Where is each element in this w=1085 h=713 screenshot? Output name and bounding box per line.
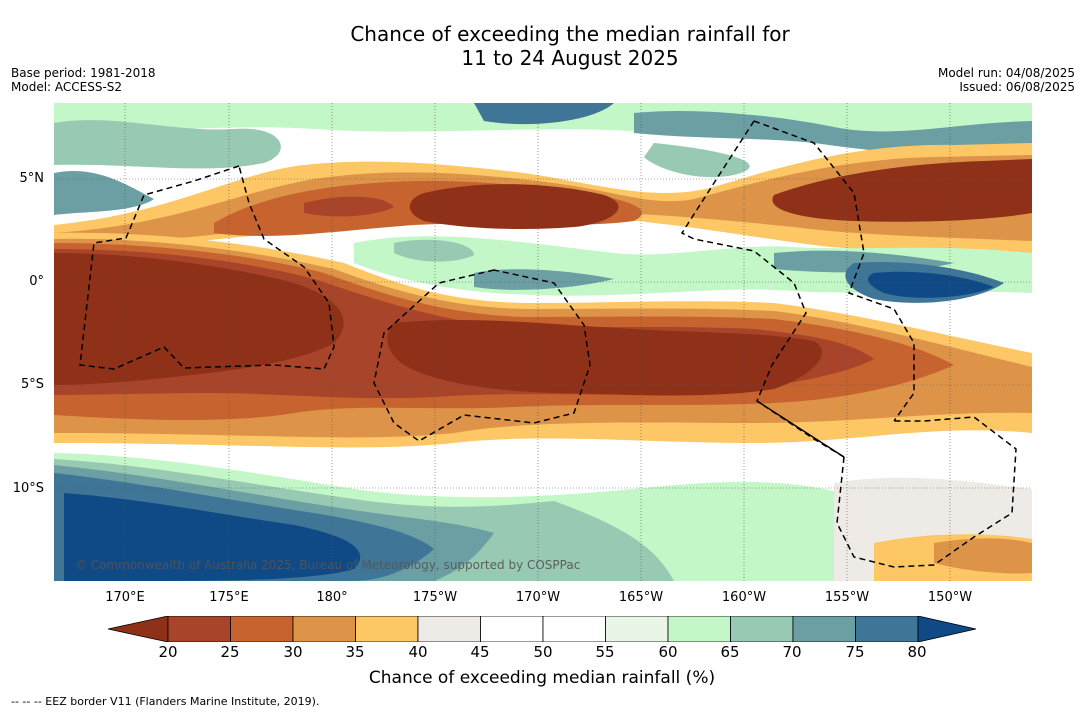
region-eq-teal: [394, 239, 474, 262]
colorbar-segment: [855, 616, 919, 642]
region-north-blue: [474, 103, 614, 125]
lat-label-5s: 5°S: [20, 377, 44, 392]
lon-label-150w: 150°W: [927, 590, 973, 605]
eez-footnote: -- -- -- EEZ border V11 (Flanders Marine…: [11, 695, 320, 708]
lat-label-0: 0°: [29, 274, 44, 289]
lon-label-170e: 170°E: [105, 590, 145, 605]
base-period-text: Base period: 1981-2018: [11, 66, 156, 80]
map-gridlines: [54, 103, 1032, 581]
colorbar-segment: [542, 616, 606, 642]
lat-label-10s: 10°S: [12, 481, 44, 496]
colorbar-segment: [480, 616, 544, 642]
region-south-core-west: [54, 253, 344, 385]
cb-tick-65: 65: [720, 643, 740, 661]
colorbar-arrow-low: [108, 616, 169, 642]
region-north-teal-1: [54, 120, 281, 169]
map-canvas: [54, 103, 1032, 581]
model-text: Model: ACCESS-S2: [11, 80, 123, 94]
lon-label-180: 180°: [316, 590, 348, 605]
lon-label-160w: 160°W: [721, 590, 767, 605]
boundary-solid-line: [756, 400, 845, 458]
cb-tick-40: 40: [408, 643, 428, 661]
lon-label-170w: 170°W: [515, 590, 561, 605]
colorbar-segment: [605, 616, 669, 642]
cb-tick-70: 70: [782, 643, 802, 661]
region-north-teal-2: [54, 171, 154, 215]
region-north-teal-4: [644, 143, 750, 178]
colorbar-segment: [667, 616, 731, 642]
copyright-notice: © Commonwealth of Australia 2025, Bureau…: [75, 558, 581, 572]
title-line-1: Chance of exceeding the median rainfall …: [350, 22, 790, 46]
cb-tick-55: 55: [595, 643, 615, 661]
cb-tick-35: 35: [345, 643, 365, 661]
region-south-deepest: [64, 493, 361, 581]
cb-tick-25: 25: [220, 643, 240, 661]
lon-label-165w: 165°W: [618, 590, 664, 605]
cb-tick-50: 50: [533, 643, 553, 661]
lon-label-175w: 175°W: [412, 590, 458, 605]
colorbar-segment: [417, 616, 481, 642]
colorbar-segment: [230, 616, 294, 642]
region-south-core-central: [387, 319, 822, 396]
issued-text: Issued: 06/08/2025: [959, 80, 1075, 94]
region-north-core-1: [409, 184, 619, 229]
meta-right: Model run: 04/08/2025 Issued: 06/08/2025: [938, 66, 1075, 94]
colorbar: [108, 616, 977, 642]
region-eq-teal-2: [474, 269, 614, 290]
rainfall-map: [54, 103, 1032, 581]
colorbar-segment: [355, 616, 419, 642]
cb-tick-45: 45: [470, 643, 490, 661]
cb-tick-20: 20: [158, 643, 178, 661]
region-north-core-3: [304, 196, 394, 217]
region-north-core-2: [772, 159, 1032, 222]
lat-label-5n: 5°N: [19, 171, 45, 186]
region-north-teal-3: [634, 110, 1032, 154]
title-line-2: 11 to 24 August 2025: [461, 46, 679, 70]
lon-label-175e: 175°E: [209, 590, 249, 605]
lon-label-155w: 155°W: [824, 590, 870, 605]
colorbar-segment: [292, 616, 356, 642]
colorbar-arrow-high: [917, 616, 977, 642]
model-run-text: Model run: 04/08/2025: [937, 66, 1075, 80]
cb-tick-80: 80: [907, 643, 927, 661]
colorbar-segment: [730, 616, 794, 642]
colorbar-label: Chance of exceeding median rainfall (%): [368, 668, 716, 688]
colorbar-segment: [792, 616, 856, 642]
cb-tick-30: 30: [283, 643, 303, 661]
region-eq-deepest-blue: [868, 271, 994, 298]
meta-left: Base period: 1981-2018 Model: ACCESS-S2: [11, 66, 156, 94]
colorbar-segment: [167, 616, 231, 642]
cb-tick-75: 75: [845, 643, 865, 661]
chart-title: Chance of exceeding the median rainfall …: [0, 22, 1085, 70]
cb-tick-60: 60: [658, 643, 678, 661]
